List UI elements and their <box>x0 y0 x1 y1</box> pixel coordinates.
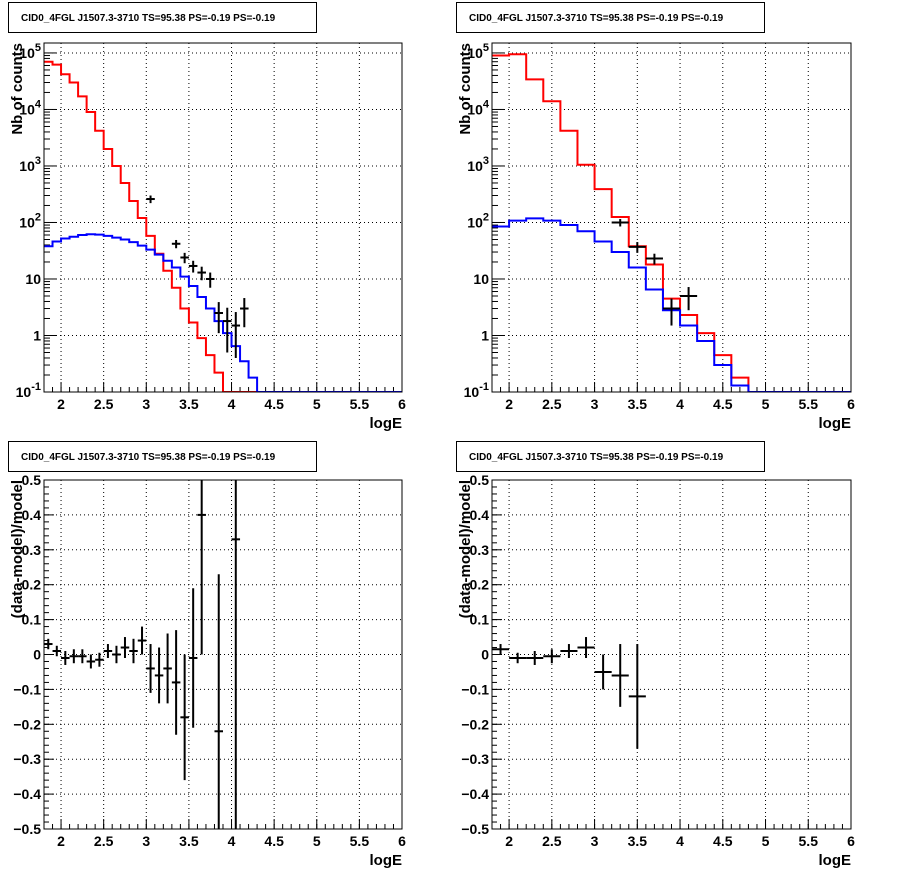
y-tick-label: 105 <box>467 42 489 61</box>
x-tick-label: 3 <box>142 833 150 849</box>
x-tick-label: 5.5 <box>350 833 370 849</box>
plot-0: 2 2.5 3 3.5 4 4.5 5 5.5 6 10-1 1 10 102 103 104 105 logE… <box>9 42 406 432</box>
y-tick-label: −0.4 <box>461 786 489 802</box>
x-tick-label: 5 <box>313 396 321 412</box>
x-tick-label: 3.5 <box>628 833 648 849</box>
plot-frame <box>491 479 852 830</box>
x-tick-label: 5 <box>762 833 770 849</box>
y-tick-label: 105 <box>19 42 41 61</box>
y-tick-label: 0.2 <box>22 577 42 593</box>
x-tick-label: 3 <box>591 833 599 849</box>
x-tick-label: 4 <box>228 396 236 412</box>
x-axis-label: logE <box>819 415 852 432</box>
x-tick-label: 3.5 <box>628 396 648 412</box>
x-tick-label: 4 <box>228 833 236 849</box>
x-tick-label: 6 <box>398 833 406 849</box>
y-tick-label: 10 <box>25 271 41 287</box>
y-tick-label: −0.5 <box>13 821 41 837</box>
histogram-series-1 <box>492 217 851 392</box>
x-tick-label: 3 <box>591 396 599 412</box>
x-tick-label: 2.5 <box>542 833 562 849</box>
y-tick-label: 0.1 <box>470 612 490 628</box>
y-tick-label: −0.5 <box>461 821 489 837</box>
title-box-bottom-right: CID0_4FGL J1507.3-3710 TS=95.38 PS=-0.19… <box>456 441 765 472</box>
y-tick-label: 10-1 <box>464 381 489 400</box>
x-tick-label: 6 <box>398 396 406 412</box>
y-tick-label: −0.4 <box>13 786 41 802</box>
y-tick-label: −0.2 <box>461 716 489 732</box>
y-axis-label: Nb of counts <box>9 43 26 135</box>
x-axis-label: logE <box>370 852 403 869</box>
x-tick-label: 2.5 <box>94 396 114 412</box>
y-tick-label: −0.1 <box>461 681 489 697</box>
y-tick-label: −0.3 <box>13 751 41 767</box>
y-tick-label: 0.5 <box>470 472 490 488</box>
x-tick-label: 4.5 <box>713 396 733 412</box>
y-tick-label: 0.1 <box>22 612 42 628</box>
y-tick-label: −0.1 <box>13 681 41 697</box>
title-box-bottom-left: CID0_4FGL J1507.3-3710 TS=95.38 PS=-0.19… <box>8 441 317 472</box>
x-tick-label: 4 <box>676 833 684 849</box>
plot-1: 2 2.5 3 3.5 4 4.5 5 5.5 6 10-1 1 10 102 103 104 105 logE… <box>457 42 855 432</box>
x-tick-label: 6 <box>847 396 855 412</box>
plot-frame <box>43 479 403 830</box>
x-tick-label: 4 <box>676 396 684 412</box>
x-tick-label: 2 <box>505 396 513 412</box>
y-tick-label: 0.3 <box>470 542 490 558</box>
x-tick-label: 5.5 <box>799 396 819 412</box>
histogram-series-0 <box>44 60 402 392</box>
y-tick-label: 0.3 <box>22 542 42 558</box>
y-axis-label: (data-model)/model <box>9 480 26 618</box>
y-tick-label: 0.4 <box>22 507 42 523</box>
y-tick-label: −0.3 <box>461 751 489 767</box>
y-tick-label: 104 <box>467 98 490 117</box>
x-tick-label: 3.5 <box>179 833 199 849</box>
x-axis-label: logE <box>370 415 403 432</box>
x-tick-label: 5 <box>762 396 770 412</box>
y-tick-label: 0.2 <box>470 577 490 593</box>
plot-3: 2 2.5 3 3.5 4 4.5 5 5.5 6 −0.5 −0.4 −0.3 −0.2 −0.1 0 0.… <box>457 472 855 869</box>
x-tick-label: 2.5 <box>94 833 114 849</box>
x-tick-label: 2.5 <box>542 396 562 412</box>
x-tick-label: 4.5 <box>264 396 284 412</box>
y-tick-label: 0.4 <box>470 507 490 523</box>
y-tick-label: 1 <box>481 327 489 343</box>
histogram-series-0 <box>492 53 851 392</box>
y-tick-label: 0.5 <box>22 472 42 488</box>
y-tick-label: 103 <box>19 155 41 174</box>
y-tick-label: 104 <box>19 98 42 117</box>
x-tick-label: 3.5 <box>179 396 199 412</box>
x-tick-label: 5 <box>313 833 321 849</box>
x-tick-label: 3 <box>142 396 150 412</box>
x-tick-label: 2 <box>57 833 65 849</box>
y-tick-label: 102 <box>19 211 41 230</box>
y-axis-label: (data-model)/model <box>457 480 474 618</box>
y-axis-label: Nb of counts <box>457 43 474 135</box>
plot-frame <box>43 42 403 393</box>
x-tick-label: 6 <box>847 833 855 849</box>
y-tick-label: 0 <box>481 647 489 663</box>
title-box-top-left: CID0_4FGL J1507.3-3710 TS=95.38 PS=-0.19… <box>8 2 317 33</box>
histogram-series-1 <box>44 233 402 392</box>
plot-2: 2 2.5 3 3.5 4 4.5 5 5.5 6 −0.5 −0.4 −0.3 −0.2 −0.1 0 0.… <box>9 472 406 869</box>
x-tick-label: 5.5 <box>799 833 819 849</box>
y-tick-label: 0 <box>33 647 41 663</box>
y-tick-label: 10 <box>473 271 489 287</box>
y-tick-label: 1 <box>33 327 41 343</box>
y-tick-label: −0.2 <box>13 716 41 732</box>
title-box-top-right: CID0_4FGL J1507.3-3710 TS=95.38 PS=-0.19… <box>456 2 765 33</box>
x-tick-label: 2 <box>57 396 65 412</box>
x-tick-label: 5.5 <box>350 396 370 412</box>
x-axis-label: logE <box>819 852 852 869</box>
y-tick-label: 102 <box>467 211 489 230</box>
x-tick-label: 2 <box>505 833 513 849</box>
y-tick-label: 10-1 <box>16 381 41 400</box>
plot-frame <box>491 42 852 393</box>
x-tick-label: 4.5 <box>713 833 733 849</box>
x-tick-label: 4.5 <box>264 833 284 849</box>
y-tick-label: 103 <box>467 155 489 174</box>
